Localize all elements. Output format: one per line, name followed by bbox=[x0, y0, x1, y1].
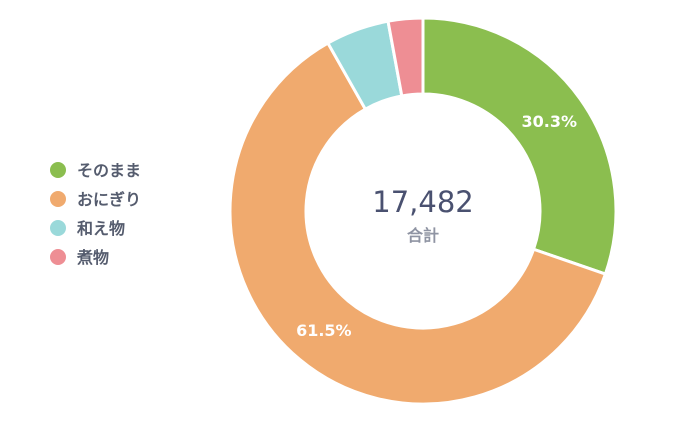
legend-marker-0 bbox=[50, 162, 66, 178]
legend-marker-2 bbox=[50, 220, 66, 236]
donut-slices bbox=[228, 16, 618, 406]
donut-center: 17,482 合計 bbox=[372, 185, 473, 245]
legend-label-2: 和え物 bbox=[77, 219, 125, 238]
slice-3 bbox=[386, 16, 425, 98]
slice-0 bbox=[421, 16, 618, 276]
total-value: 17,482 bbox=[372, 185, 473, 219]
legend-marker-1 bbox=[50, 191, 66, 207]
legend-label-3: 煮物 bbox=[76, 248, 109, 267]
legend-marker-3 bbox=[50, 249, 66, 265]
slice-labels: 30.3% 61.5% bbox=[296, 112, 577, 340]
legend-label-0: そのまま bbox=[77, 161, 141, 180]
slice-value-label-0: 30.3% bbox=[521, 112, 577, 131]
slice-1 bbox=[228, 41, 607, 406]
legend-label-1: おにぎり bbox=[77, 190, 141, 209]
total-caption: 合計 bbox=[407, 226, 439, 245]
slice-value-label-1: 61.5% bbox=[296, 321, 352, 340]
